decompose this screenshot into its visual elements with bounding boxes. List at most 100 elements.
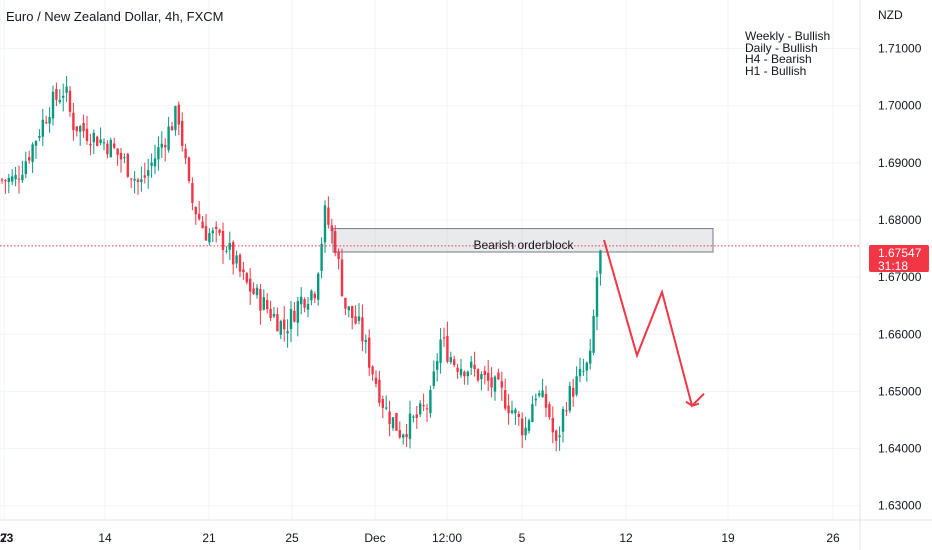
candle-body: [548, 404, 551, 418]
candle-body: [398, 430, 401, 438]
candle-body: [361, 317, 364, 342]
candle-body: [558, 435, 561, 438]
candle-body: [402, 434, 405, 438]
candle-body: [96, 136, 99, 146]
candle-body: [79, 126, 82, 132]
candle-body: [351, 305, 354, 318]
candle-body: [544, 393, 548, 408]
candle-body: [507, 405, 510, 414]
candle-body: [194, 207, 197, 215]
candle-body: [102, 142, 106, 144]
candle-body: [262, 297, 265, 310]
candle-body: [323, 205, 327, 243]
candle-body: [255, 287, 259, 296]
candle-body: [7, 177, 10, 183]
candle-body: [89, 143, 92, 146]
candle-body: [0, 179, 4, 181]
candle-body: [201, 221, 204, 229]
x-tick-label: 12: [619, 531, 633, 545]
candle-body: [279, 321, 282, 335]
candle-body: [354, 316, 357, 324]
last-price-value: 1.67547: [878, 246, 922, 260]
candle-body: [592, 315, 595, 353]
y-tick-label: 1.69000: [878, 156, 922, 170]
candle-body: [439, 339, 442, 363]
candle-body: [357, 316, 361, 321]
candle-body: [17, 178, 21, 180]
candle-body: [337, 251, 340, 260]
candle-body: [300, 296, 303, 305]
candle-body: [249, 278, 252, 292]
candle-body: [405, 434, 408, 438]
candle-body: [14, 174, 17, 180]
candle-body: [242, 269, 245, 273]
candle-body: [480, 374, 483, 380]
y-tick-label: 1.63000: [878, 499, 922, 513]
candle-body: [527, 420, 531, 432]
candle-body: [85, 128, 89, 141]
bar-countdown: 31:18: [878, 259, 909, 273]
candle-body: [245, 273, 248, 283]
x-tick-label: 25: [285, 531, 299, 545]
candle-body: [327, 207, 330, 225]
candle-body: [238, 254, 242, 272]
candle-body: [561, 408, 565, 432]
y-tick-label: 1.71000: [878, 42, 922, 56]
candle-body: [599, 250, 602, 274]
candle-body: [425, 408, 429, 410]
candle-body: [208, 233, 211, 243]
candle-body: [211, 230, 214, 234]
candle-body: [541, 390, 544, 397]
candle-body: [187, 157, 191, 181]
candle-body: [385, 407, 388, 409]
candle-body: [442, 337, 446, 339]
candle-body: [45, 122, 48, 124]
candle-body: [510, 410, 514, 413]
candle-body: [463, 371, 466, 377]
candle-body: [150, 162, 153, 166]
candle-body: [116, 148, 119, 155]
candle-body: [11, 176, 14, 182]
orderblock-label: Bearish orderblock: [473, 238, 574, 252]
candle-body: [289, 309, 293, 330]
candle-body: [493, 376, 497, 392]
candle-body: [368, 337, 371, 368]
x-tick-label: 14: [98, 531, 112, 545]
candle-body: [470, 361, 473, 368]
candle-body: [58, 99, 61, 103]
forecast-path: [603, 239, 705, 408]
candle-body: [198, 213, 201, 220]
candle-body: [221, 230, 225, 251]
x-tick-label: 19: [721, 531, 735, 545]
candle-body: [34, 141, 38, 146]
candle-body: [157, 147, 160, 160]
candle-body: [364, 340, 367, 343]
candle-body: [391, 417, 395, 429]
candle-body: [459, 368, 463, 376]
x-tick-label: 7: [1, 531, 8, 545]
candle-body: [500, 381, 503, 388]
candle-body: [170, 126, 174, 131]
candle-body: [436, 361, 439, 370]
y-tick-label: 1.68000: [878, 213, 922, 227]
candle-body: [286, 331, 289, 334]
candle-body: [232, 242, 235, 265]
candle-body: [490, 377, 493, 388]
candle-body: [123, 157, 126, 159]
candle-body: [582, 370, 585, 372]
y-tick-label: 1.64000: [878, 442, 922, 456]
y-tick-label: 1.66000: [878, 327, 922, 341]
candle-body: [283, 319, 286, 330]
trend-notes: Weekly - Bullish Daily - Bullish H4 - Be…: [745, 30, 830, 77]
candle-body: [272, 314, 276, 317]
candle-body: [320, 243, 323, 271]
candle-body: [456, 367, 459, 372]
candle-body: [160, 143, 163, 148]
candle-body: [51, 91, 55, 119]
candle-body: [184, 148, 187, 159]
candle-body: [204, 226, 208, 241]
candle-body: [167, 126, 170, 151]
candle-body: [21, 174, 24, 181]
candle-body: [347, 306, 350, 311]
